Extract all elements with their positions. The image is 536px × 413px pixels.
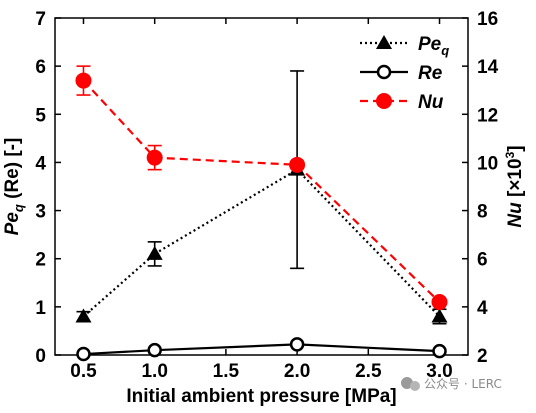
series-layer [75, 65, 448, 362]
wechat-icon [401, 377, 420, 391]
y-right-tick-label: 4 [477, 298, 488, 319]
legend-item-nu: Nu [360, 92, 444, 113]
y-right-tick-label: 16 [477, 9, 498, 30]
y-right-tick-label: 8 [477, 202, 488, 223]
y-right-tick-label: 14 [477, 57, 499, 78]
x-tick-label: 1.0 [141, 361, 167, 382]
series-line [82, 79, 441, 303]
legend-label: Re [418, 63, 443, 84]
watermark-text: 公众号 · LERC [424, 377, 502, 391]
y-left-tick-label: 5 [35, 105, 46, 126]
series-nu [75, 65, 448, 311]
data-point [147, 342, 162, 358]
watermark: 公众号 · LERC [401, 377, 502, 391]
data-point [75, 72, 92, 89]
y-left-tick-label: 1 [35, 298, 46, 319]
series-line [82, 168, 441, 318]
data-point [75, 308, 92, 323]
series-line [83, 343, 440, 356]
plot-area-border [54, 17, 469, 356]
data-point [146, 245, 163, 260]
series-pe [75, 70, 448, 325]
x-tick-label: 0.5 [70, 361, 97, 382]
y-left-tick-label: 6 [35, 57, 46, 78]
series-re [76, 337, 447, 362]
x-tick-label: 1.5 [213, 361, 240, 382]
x-tick-label: 2.5 [355, 361, 382, 382]
y-left-tick-label: 2 [35, 250, 46, 271]
y-right-tick-label: 2 [477, 346, 488, 367]
data-point [289, 337, 305, 352]
axis-titles: Initial ambient pressure [MPa] Peq (Re) [… [2, 138, 526, 407]
y-left-axis-title: Peq (Re) [-] [2, 138, 26, 236]
y-left-tick-label: 0 [35, 346, 46, 367]
y-right-tick-label: 6 [477, 250, 488, 271]
data-point [289, 156, 306, 173]
y-left-tick-label: 7 [35, 9, 46, 30]
legend-label: Peq [418, 34, 449, 58]
legend-item-pe: Peq [360, 34, 449, 58]
x-tick-label: 2.0 [284, 361, 310, 382]
x-axis-title: Initial ambient pressure [MPa] [126, 386, 396, 407]
legend-marker [376, 35, 392, 49]
data-point [432, 343, 447, 359]
x-tick-label: 3.0 [426, 361, 452, 382]
legend-label: Nu [418, 92, 444, 113]
data-point [146, 149, 163, 166]
legend-marker [376, 64, 392, 80]
y-right-tick-label: 10 [477, 153, 498, 174]
legend-marker [376, 93, 392, 109]
y-left-tick-label: 4 [35, 153, 46, 174]
legend-item-re: Re [360, 63, 443, 84]
data-point [76, 346, 91, 362]
data-point [431, 294, 448, 311]
data-point [431, 308, 448, 323]
y-left-tick-label: 3 [35, 202, 46, 223]
y-right-tick-label: 12 [477, 105, 498, 126]
legend: Peq Re Nu [360, 34, 449, 113]
y-right-axis-title: Nu [×103] [503, 145, 526, 227]
